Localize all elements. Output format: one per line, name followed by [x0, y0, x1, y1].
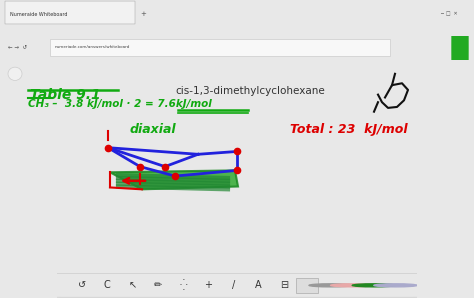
Text: ─  □  ✕: ─ □ ✕: [440, 11, 457, 16]
FancyBboxPatch shape: [5, 1, 135, 24]
Text: A: A: [255, 280, 262, 290]
Circle shape: [452, 0, 468, 238]
Text: Total : 23  kJ/mol: Total : 23 kJ/mol: [290, 123, 408, 136]
Polygon shape: [110, 170, 238, 189]
Bar: [50, 39, 390, 56]
Text: ⊟: ⊟: [280, 280, 288, 290]
Circle shape: [374, 284, 417, 287]
Circle shape: [309, 284, 352, 287]
Text: diaxial: diaxial: [130, 123, 177, 136]
Text: C: C: [104, 280, 111, 290]
Circle shape: [8, 67, 22, 80]
FancyBboxPatch shape: [53, 274, 421, 297]
Text: Numeraide Whiteboard: Numeraide Whiteboard: [10, 12, 67, 17]
Text: CH₃ –  3.8 kJ/mol · 2 = 7.6kJ/mol: CH₃ – 3.8 kJ/mol · 2 = 7.6kJ/mol: [28, 99, 212, 109]
Circle shape: [331, 284, 374, 287]
Text: Table 9.1: Table 9.1: [30, 88, 100, 102]
Text: cis-1,3-dimethylcyclohexane: cis-1,3-dimethylcyclohexane: [175, 86, 325, 96]
Bar: [296, 278, 318, 293]
Text: +: +: [140, 11, 146, 17]
Text: ↺: ↺: [78, 280, 86, 290]
Text: ✏: ✏: [154, 280, 162, 290]
Text: ↖: ↖: [128, 280, 137, 290]
Text: ⁛: ⁛: [179, 280, 187, 291]
Text: numeriade.com/answers/whiteboard: numeriade.com/answers/whiteboard: [55, 45, 130, 49]
Text: ← →  ↺: ← → ↺: [8, 45, 27, 50]
Text: /: /: [232, 280, 235, 290]
Text: +: +: [204, 280, 212, 290]
Circle shape: [352, 284, 395, 287]
